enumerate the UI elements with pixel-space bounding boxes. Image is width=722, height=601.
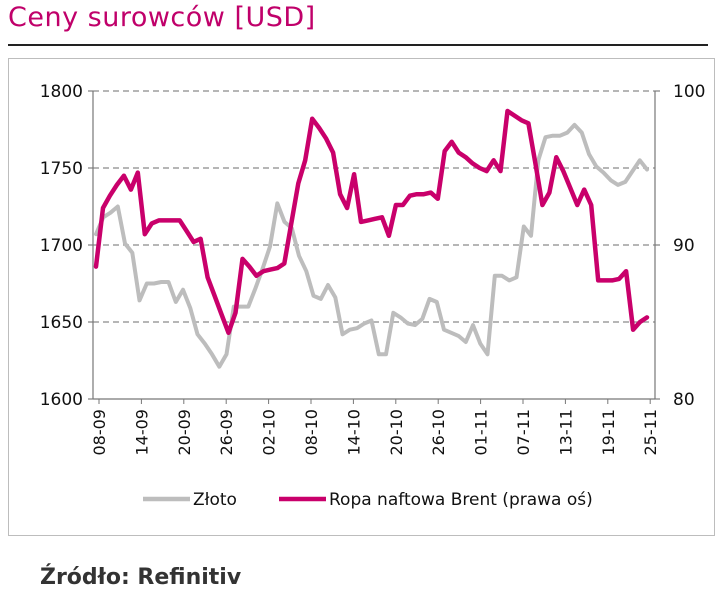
left-tick-label-1800: 1800 <box>40 82 83 102</box>
source-note: Źródło: Refinitiv <box>40 565 242 590</box>
x-tick-label-26-10: 26-10 <box>429 409 448 456</box>
x-tick-label-08-09: 08-09 <box>90 409 109 456</box>
x-tick-label-02-10: 02-10 <box>260 409 279 456</box>
x-tick-label-14-10: 14-10 <box>344 409 363 456</box>
legend-brent-label: Ropa naftowa Brent (prawa oś) <box>329 490 593 510</box>
legend-gold-label: Złoto <box>193 490 237 510</box>
right-tick-label-80: 80 <box>673 390 695 410</box>
x-tick-label-14-09: 14-09 <box>132 409 151 456</box>
series-line-brent <box>93 108 650 336</box>
x-tick-label-25-11: 25-11 <box>641 409 660 456</box>
left-tick-label-1650: 1650 <box>40 313 83 333</box>
line-chart: 1600 1650 1700 1750 1800 80 90 100 08-09 14-09 20-… <box>40 82 706 510</box>
left-tick-label-1600: 1600 <box>40 390 83 410</box>
right-tick-label-90: 90 <box>673 236 695 256</box>
series-line-gold <box>94 122 649 369</box>
x-tick-label-20-09: 20-09 <box>175 409 194 456</box>
title-divider <box>8 44 708 46</box>
x-tick-label-07-11: 07-11 <box>514 409 533 456</box>
x-tick-label-20-10: 20-10 <box>387 409 406 456</box>
left-tick-label-1750: 1750 <box>40 159 83 179</box>
right-tick-label-100: 100 <box>673 82 705 102</box>
left-tick-label-1700: 1700 <box>40 236 83 256</box>
chart-panel: 1600 1650 1700 1750 1800 80 90 100 08-09 14-09 20-… <box>8 58 715 536</box>
x-tick-label-26-09: 26-09 <box>217 409 236 456</box>
x-tick-label-13-11: 13-11 <box>556 409 575 456</box>
x-tick-label-01-11: 01-11 <box>472 409 491 456</box>
x-tick-label-08-10: 08-10 <box>302 409 321 456</box>
x-tick-label-19-11: 19-11 <box>599 409 618 456</box>
chart-title: Ceny surowców [USD] <box>8 2 316 33</box>
